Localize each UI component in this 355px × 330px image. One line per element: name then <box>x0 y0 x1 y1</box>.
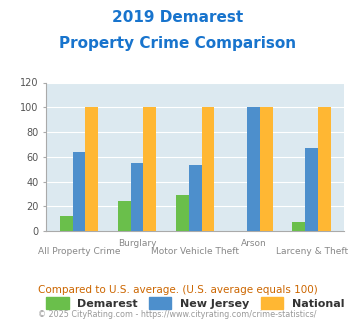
Text: 2019 Demarest: 2019 Demarest <box>112 10 243 25</box>
Bar <box>260 107 273 231</box>
Bar <box>176 195 189 231</box>
Bar <box>247 107 260 231</box>
Text: Property Crime Comparison: Property Crime Comparison <box>59 36 296 51</box>
Text: Larceny & Theft: Larceny & Theft <box>275 247 348 256</box>
Bar <box>202 107 214 231</box>
Bar <box>318 107 331 231</box>
Bar <box>118 201 131 231</box>
Bar <box>85 107 98 231</box>
Bar <box>189 165 202 231</box>
Text: Motor Vehicle Theft: Motor Vehicle Theft <box>151 247 239 256</box>
Bar <box>72 152 85 231</box>
Bar <box>143 107 156 231</box>
Text: Burglary: Burglary <box>118 239 156 248</box>
Text: Compared to U.S. average. (U.S. average equals 100): Compared to U.S. average. (U.S. average … <box>38 285 317 295</box>
Legend: Demarest, New Jersey, National: Demarest, New Jersey, National <box>42 293 349 313</box>
Bar <box>293 222 305 231</box>
Bar <box>131 163 143 231</box>
Bar <box>60 216 72 231</box>
Text: © 2025 CityRating.com - https://www.cityrating.com/crime-statistics/: © 2025 CityRating.com - https://www.city… <box>38 310 317 319</box>
Bar <box>305 148 318 231</box>
Text: Arson: Arson <box>241 239 266 248</box>
Text: All Property Crime: All Property Crime <box>38 247 120 256</box>
